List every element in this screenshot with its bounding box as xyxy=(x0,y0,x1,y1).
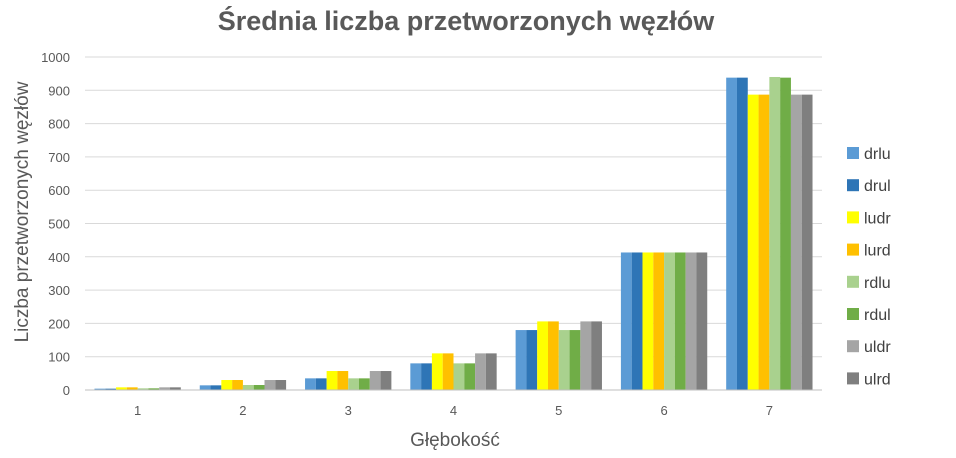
legend-swatch xyxy=(847,275,859,288)
legend-label: ulrd xyxy=(864,371,891,388)
legend-swatch xyxy=(847,243,859,256)
x-tick-label: 5 xyxy=(555,403,562,418)
x-axis-title: Głębokość xyxy=(410,430,500,451)
bar-uldr-5 xyxy=(580,321,592,390)
bar-lurd-4 xyxy=(442,353,454,390)
y-tick-label: 500 xyxy=(48,217,70,232)
bar-ulrd-3 xyxy=(380,371,392,390)
bar-uldr-2 xyxy=(264,380,276,390)
bar-ulrd-4 xyxy=(485,353,497,390)
bar-drul-3 xyxy=(315,378,327,390)
x-tick-label: 7 xyxy=(766,403,773,418)
bar-drlu-2 xyxy=(199,385,211,390)
x-tick-label: 4 xyxy=(450,403,457,418)
x-tick-label: 3 xyxy=(345,403,352,418)
y-tick-label: 0 xyxy=(63,383,70,398)
bar-drul-5 xyxy=(526,330,538,390)
bar-rdlu-6 xyxy=(664,252,675,390)
gridlines xyxy=(85,56,822,358)
y-tick-label: 600 xyxy=(48,183,70,198)
bar-lurd-1 xyxy=(126,387,138,390)
bar-rdlu-7 xyxy=(769,76,781,390)
bar-drul-6 xyxy=(631,252,643,390)
legend-swatch xyxy=(847,179,859,192)
y-tick-label: 800 xyxy=(48,117,70,132)
bar-drul-1 xyxy=(105,388,117,390)
x-tick-label: 2 xyxy=(239,403,246,418)
bar-ulrd-7 xyxy=(801,94,813,390)
bar-uldr-1 xyxy=(159,387,171,390)
bar-uldr-3 xyxy=(369,371,381,390)
y-tick-label: 700 xyxy=(48,150,70,165)
legend-label: rdlu xyxy=(864,275,891,292)
bar-rdlu-1 xyxy=(137,388,149,390)
y-tick-label: 100 xyxy=(48,350,70,365)
bar-ludr-3 xyxy=(326,371,338,390)
bar-ludr-5 xyxy=(537,321,548,390)
x-tick-label: 1 xyxy=(134,403,141,418)
bar-lurd-6 xyxy=(653,252,665,390)
bars xyxy=(94,76,813,391)
bar-drlu-3 xyxy=(305,378,316,390)
legend-swatch xyxy=(847,340,859,353)
bar-rdul-3 xyxy=(359,378,370,390)
bar-ludr-2 xyxy=(221,380,233,390)
y-tick-label: 200 xyxy=(48,316,70,331)
bar-uldr-4 xyxy=(475,353,486,390)
legend-swatch xyxy=(847,147,859,159)
bar-rdul-5 xyxy=(569,330,581,390)
y-tick-label: 1000 xyxy=(41,50,70,65)
y-axis-ticks: 0 100 200 300 400 500 600 700 800 900 1000 xyxy=(41,50,70,398)
bar-lurd-7 xyxy=(758,94,770,390)
bar-ludr-6 xyxy=(642,252,654,390)
bar-lurd-5 xyxy=(547,321,559,390)
bar-drlu-7 xyxy=(726,77,737,391)
legend-label: lurd xyxy=(864,243,891,260)
bar-ludr-7 xyxy=(747,94,759,390)
legend-swatch xyxy=(847,372,859,385)
y-tick-label: 400 xyxy=(48,250,70,265)
bar-rdul-1 xyxy=(148,388,160,390)
bar-lurd-2 xyxy=(232,380,243,390)
legend-swatch xyxy=(847,211,859,224)
x-tick-label: 6 xyxy=(660,403,667,418)
bar-rdlu-2 xyxy=(242,385,254,390)
bar-ulrd-6 xyxy=(696,252,708,390)
y-axis-title: Liczba przetworzonych węzłów xyxy=(12,81,33,342)
bar-rdul-7 xyxy=(780,77,791,391)
bar-drul-4 xyxy=(421,363,432,390)
legend-label: rdul xyxy=(864,307,891,324)
legend-label: drlu xyxy=(864,146,891,163)
bar-drul-2 xyxy=(210,385,222,390)
bar-rdul-6 xyxy=(674,252,686,390)
bar-rdlu-3 xyxy=(348,378,360,390)
bar-ulrd-1 xyxy=(170,387,181,390)
y-tick-label: 900 xyxy=(48,83,70,98)
y-tick-label: 300 xyxy=(48,283,70,298)
bar-rdlu-5 xyxy=(558,330,570,390)
bar-uldr-7 xyxy=(790,94,802,390)
chart-title: Średnia liczba przetworzonych węzłów xyxy=(218,5,716,36)
bar-drlu-4 xyxy=(410,363,422,390)
legend-label: uldr xyxy=(864,339,891,356)
bar-drlu-1 xyxy=(94,388,106,390)
bar-drlu-5 xyxy=(515,330,527,390)
bar-drlu-6 xyxy=(620,252,632,390)
legend-label: drul xyxy=(864,178,891,195)
bar-ulrd-5 xyxy=(591,321,602,390)
bar-uldr-6 xyxy=(685,252,697,390)
bar-ludr-1 xyxy=(116,387,127,390)
bar-rdul-4 xyxy=(464,363,476,390)
bar-rdlu-4 xyxy=(453,363,465,390)
bar-rdul-2 xyxy=(253,385,265,390)
bar-lurd-3 xyxy=(337,371,349,390)
legend-label: ludr xyxy=(864,210,891,227)
bar-ulrd-2 xyxy=(275,380,287,390)
legend-swatch xyxy=(847,308,859,320)
legend: drlu drul ludr lurd rdlu rdul uldr ulrd xyxy=(847,146,891,388)
bar-drul-7 xyxy=(736,77,748,391)
bar-ludr-4 xyxy=(431,353,443,390)
x-axis-ticks: 1 2 3 4 5 6 7 xyxy=(134,403,773,418)
